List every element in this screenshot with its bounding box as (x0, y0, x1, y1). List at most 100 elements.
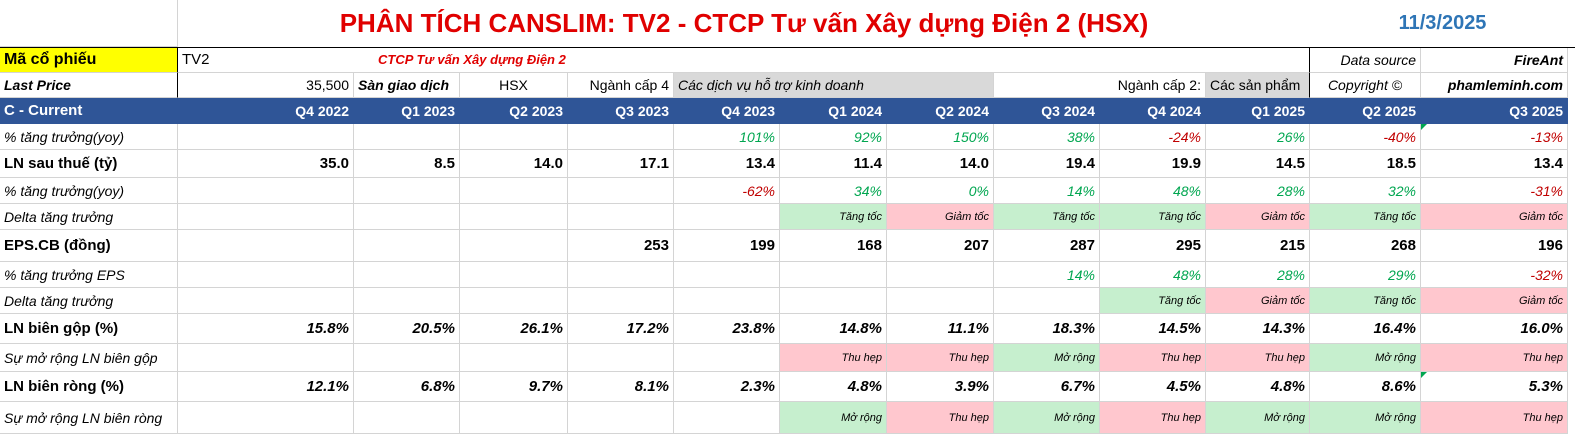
table-cell[interactable] (178, 204, 354, 230)
table-cell[interactable] (674, 288, 780, 314)
table-cell[interactable]: 6.8% (354, 372, 460, 402)
table-cell[interactable]: 16.4% (1310, 314, 1421, 344)
table-cell[interactable]: Mở rộng (994, 344, 1100, 372)
table-cell[interactable] (460, 262, 568, 288)
table-cell[interactable]: Thu hẹp (1421, 402, 1568, 434)
table-cell[interactable]: 8.5 (354, 150, 460, 178)
table-cell[interactable]: Mở rộng (1206, 402, 1310, 434)
table-cell[interactable]: 34% (780, 178, 887, 204)
table-cell[interactable]: 287 (994, 230, 1100, 262)
table-cell[interactable]: Thu hẹp (887, 344, 994, 372)
table-cell[interactable]: 19.9 (1100, 150, 1206, 178)
table-cell[interactable]: -13% (1421, 124, 1568, 150)
last-price-value[interactable]: 35,500 (178, 73, 354, 98)
table-cell[interactable]: Mở rộng (1310, 402, 1421, 434)
table-cell[interactable]: Thu hẹp (780, 344, 887, 372)
table-cell[interactable] (674, 204, 780, 230)
table-cell[interactable]: 3.9% (887, 372, 994, 402)
table-cell[interactable] (674, 402, 780, 434)
table-cell[interactable] (354, 230, 460, 262)
table-cell[interactable]: 168 (780, 230, 887, 262)
table-cell[interactable] (354, 288, 460, 314)
table-cell[interactable]: 13.4 (1421, 150, 1568, 178)
table-cell[interactable] (178, 344, 354, 372)
table-cell[interactable]: 15.8% (178, 314, 354, 344)
table-cell[interactable]: 101% (674, 124, 780, 150)
table-cell[interactable]: -31% (1421, 178, 1568, 204)
table-cell[interactable] (178, 262, 354, 288)
table-cell[interactable]: Tăng tốc (1100, 288, 1206, 314)
table-cell[interactable] (568, 178, 674, 204)
table-cell[interactable]: 14% (994, 262, 1100, 288)
table-cell[interactable]: Giảm tốc (1421, 288, 1568, 314)
table-cell[interactable]: 17.1 (568, 150, 674, 178)
table-cell[interactable]: 207 (887, 230, 994, 262)
table-cell[interactable]: 20.5% (354, 314, 460, 344)
table-cell[interactable]: Giảm tốc (887, 204, 994, 230)
table-cell[interactable] (887, 288, 994, 314)
table-cell[interactable]: 48% (1100, 178, 1206, 204)
table-cell[interactable] (178, 178, 354, 204)
table-cell[interactable]: 4.8% (1206, 372, 1310, 402)
table-cell[interactable] (994, 288, 1100, 314)
table-cell[interactable] (178, 402, 354, 434)
table-cell[interactable]: 150% (887, 124, 994, 150)
table-cell[interactable]: 268 (1310, 230, 1421, 262)
table-cell[interactable]: -40% (1310, 124, 1421, 150)
table-cell[interactable]: Thu hẹp (1100, 402, 1206, 434)
table-cell[interactable]: 6.7% (994, 372, 1100, 402)
table-cell[interactable] (354, 262, 460, 288)
table-cell[interactable]: 14.5 (1206, 150, 1310, 178)
table-cell[interactable]: -32% (1421, 262, 1568, 288)
table-cell[interactable]: 14.3% (1206, 314, 1310, 344)
table-cell[interactable] (568, 204, 674, 230)
table-cell[interactable]: Thu hẹp (1421, 344, 1568, 372)
table-cell[interactable] (178, 124, 354, 150)
table-cell[interactable] (568, 288, 674, 314)
table-cell[interactable]: 18.5 (1310, 150, 1421, 178)
table-cell[interactable] (354, 402, 460, 434)
table-cell[interactable] (674, 262, 780, 288)
table-cell[interactable]: 35.0 (178, 150, 354, 178)
table-cell[interactable]: Thu hẹp (887, 402, 994, 434)
table-cell[interactable]: 19.4 (994, 150, 1100, 178)
table-cell[interactable]: 48% (1100, 262, 1206, 288)
table-cell[interactable]: 14.5% (1100, 314, 1206, 344)
table-cell[interactable] (568, 124, 674, 150)
table-cell[interactable]: 14.0 (887, 150, 994, 178)
ticker-value[interactable]: TV2 (178, 47, 374, 73)
table-cell[interactable] (460, 230, 568, 262)
table-cell[interactable]: Tăng tốc (1310, 204, 1421, 230)
table-cell[interactable] (460, 402, 568, 434)
table-cell[interactable]: 18.3% (994, 314, 1100, 344)
table-cell[interactable]: 215 (1206, 230, 1310, 262)
table-cell[interactable]: 11.4 (780, 150, 887, 178)
comment-indicator-icon[interactable] (1421, 124, 1427, 130)
table-cell[interactable]: Thu hẹp (1100, 344, 1206, 372)
table-cell[interactable]: 8.1% (568, 372, 674, 402)
table-cell[interactable] (568, 344, 674, 372)
table-cell[interactable]: Giảm tốc (1206, 204, 1310, 230)
table-cell[interactable]: 26.1% (460, 314, 568, 344)
table-cell[interactable] (568, 402, 674, 434)
table-cell[interactable]: Giảm tốc (1206, 288, 1310, 314)
table-cell[interactable]: 0% (887, 178, 994, 204)
table-cell[interactable] (780, 288, 887, 314)
table-cell[interactable]: 28% (1206, 262, 1310, 288)
table-cell[interactable]: 92% (780, 124, 887, 150)
table-cell[interactable]: 8.6% (1310, 372, 1421, 402)
table-cell[interactable]: 11.1% (887, 314, 994, 344)
table-cell[interactable] (354, 344, 460, 372)
table-cell[interactable]: Tăng tốc (780, 204, 887, 230)
table-cell[interactable] (354, 124, 460, 150)
table-cell[interactable] (887, 262, 994, 288)
table-cell[interactable]: Giảm tốc (1421, 204, 1568, 230)
table-cell[interactable]: 13.4 (674, 150, 780, 178)
table-cell[interactable]: Tăng tốc (1310, 288, 1421, 314)
table-cell[interactable]: 16.0% (1421, 314, 1568, 344)
table-cell[interactable] (460, 124, 568, 150)
table-cell[interactable] (460, 204, 568, 230)
table-cell[interactable] (568, 262, 674, 288)
table-cell[interactable]: 196 (1421, 230, 1568, 262)
table-cell[interactable]: 14.8% (780, 314, 887, 344)
